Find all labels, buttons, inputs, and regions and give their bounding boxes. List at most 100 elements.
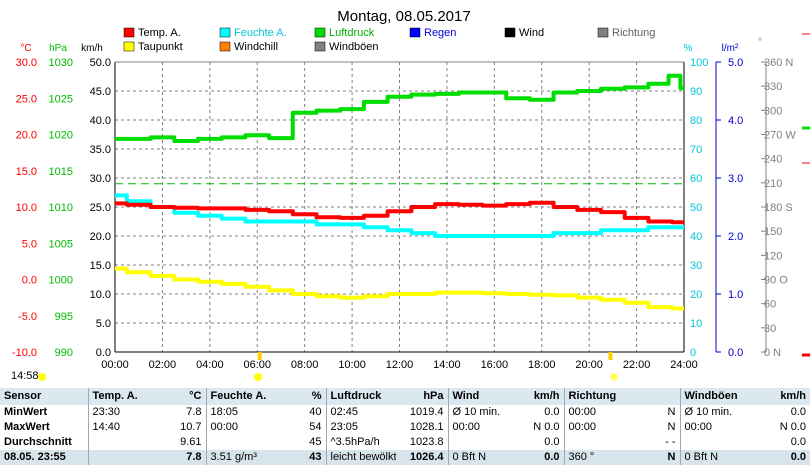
tick-temp: 20.0 (16, 130, 37, 142)
tick-press: 1010 (49, 202, 73, 214)
legend-swatch (219, 27, 231, 38)
tick-hum: 40 (690, 231, 702, 243)
table-cell: 00:00 (563, 405, 630, 420)
table-cell: 0.0 (750, 405, 810, 420)
sunset-marker-icon (610, 373, 618, 381)
tick-rain: 5.0 (728, 57, 743, 69)
legend-swatch (123, 41, 135, 52)
table-row: MinWert 23:30 7.8 18:05 40 02:45 1019.4 Ø 10 mi… (0, 405, 810, 420)
tick-temp: 15.0 (16, 166, 37, 178)
tick-x: 20:00 (575, 359, 603, 371)
table-cell: 00:00 (563, 420, 630, 435)
tick-wind: 20.0 (90, 231, 111, 243)
legend-label: Regen (424, 27, 456, 39)
tick-wind: 5.0 (96, 318, 111, 330)
table-cell: 7.8 (148, 450, 206, 465)
legend-label: Windchill (234, 41, 278, 53)
table-row: 08.05. 23:55 7.8 3.51 g/m³ 43 leicht bewölkt… (0, 450, 810, 465)
series-feuchte-a (115, 193, 684, 238)
unit-rain: l/m² (722, 43, 739, 54)
table-header-cell: % (270, 388, 326, 405)
table-cell: 00:00 (447, 420, 510, 435)
tick-press: 1030 (49, 57, 73, 69)
tick-wind: 25.0 (90, 202, 111, 214)
unit-hum: % (684, 43, 693, 54)
table-cell: Ø 10 min. (447, 405, 510, 420)
legend-swatch (409, 27, 421, 38)
unit-press: hPa (49, 43, 67, 54)
tick-x: 04:00 (196, 359, 224, 371)
tick-wind: 50.0 (90, 57, 111, 69)
legend-swatch (504, 27, 516, 38)
sunrise-tick (257, 352, 262, 360)
table-cell: 14:40 (87, 420, 148, 435)
table-cell: 1028.1 (396, 420, 448, 435)
tick-x: 02:00 (149, 359, 177, 371)
tick-x: 18:00 (528, 359, 556, 371)
legend-swatch (123, 27, 135, 38)
table-cell: 10.7 (148, 420, 206, 435)
tick-temp: 30.0 (16, 57, 37, 69)
table-cell: 00:00 (205, 420, 270, 435)
tick-rain: 3.0 (728, 173, 743, 185)
table-header: Sensor Temp. A. °C Feuchte A.% Luftdruck hPa W… (0, 388, 810, 405)
tick-hum: 100 (690, 57, 708, 69)
tick-rain: 4.0 (728, 115, 743, 127)
table-cell (679, 435, 750, 450)
tick-wind: 35.0 (90, 144, 111, 156)
table-cell (205, 435, 270, 450)
tick-hum: 20 (690, 289, 702, 301)
right-edge-fragments (802, 33, 810, 357)
legend-label: Feuchte A. (234, 27, 287, 39)
tick-dir: 360 N (764, 57, 793, 69)
tick-x: 16:00 (481, 359, 509, 371)
tick-labels: 30.025.020.015.010.05.00.0-5.0-10.010301… (12, 57, 796, 371)
table-cell: 54 (270, 420, 326, 435)
tick-x: 14:00 (433, 359, 461, 371)
series-group (115, 73, 684, 360)
legend-swatch (314, 27, 326, 38)
table-cell: 360 ° (563, 450, 630, 465)
table-cell: Ø 10 min. (679, 405, 750, 420)
table-cell: 45 (270, 435, 326, 450)
tick-x: 00:00 (101, 359, 129, 371)
row-label: Durchschnitt (0, 435, 88, 450)
tick-hum: 0 (690, 347, 696, 359)
tick-dir: 270 W (764, 130, 796, 142)
tick-press: 990 (55, 347, 73, 359)
tick-dir: 210 (764, 178, 782, 190)
legend-label: Luftdruck (329, 27, 375, 39)
table-header-cell: hPa (396, 388, 448, 405)
table-header-cell: Wind (447, 388, 510, 405)
tick-dir: 120 (764, 250, 782, 262)
tick-rain: 0.0 (728, 347, 743, 359)
table-cell: 0.0 (510, 435, 564, 450)
legend-swatch (314, 41, 326, 52)
tick-x: 06:00 (243, 359, 271, 371)
sunset-tick (608, 352, 613, 360)
table-cell (563, 435, 630, 450)
table-cell: N (630, 420, 680, 435)
table-cell: leicht bewölkt (325, 450, 396, 465)
tick-press: 1005 (49, 238, 73, 250)
tick-hum: 60 (690, 173, 702, 185)
tick-press: 995 (55, 311, 73, 323)
unit-wind: km/h (81, 43, 103, 54)
table-cell (447, 435, 510, 450)
table-cell: 0 Bft N (447, 450, 510, 465)
table-cell (87, 435, 148, 450)
table-cell: N (630, 405, 680, 420)
weather-chart: Montag, 08.05.2017 Temp. A. Feuchte A. Luf… (11, 8, 810, 371)
tick-hum: 70 (690, 144, 702, 156)
table-cell: 23:05 (325, 420, 396, 435)
tick-temp: -5.0 (18, 311, 37, 323)
table-cell: 7.8 (148, 405, 206, 420)
tick-temp: -10.0 (12, 347, 37, 359)
table-header-cell: °C (148, 388, 206, 405)
row-label: 08.05. 23:55 (0, 450, 88, 465)
table-row: MaxWert 14:40 10.7 00:00 54 23:05 1028.1 00:00 N… (0, 420, 810, 435)
table-cell: ^3.5hPa/h (325, 435, 396, 450)
tick-rain: 2.0 (728, 231, 743, 243)
table-cell: 23:30 (87, 405, 148, 420)
legend-label: Temp. A. (138, 27, 181, 39)
